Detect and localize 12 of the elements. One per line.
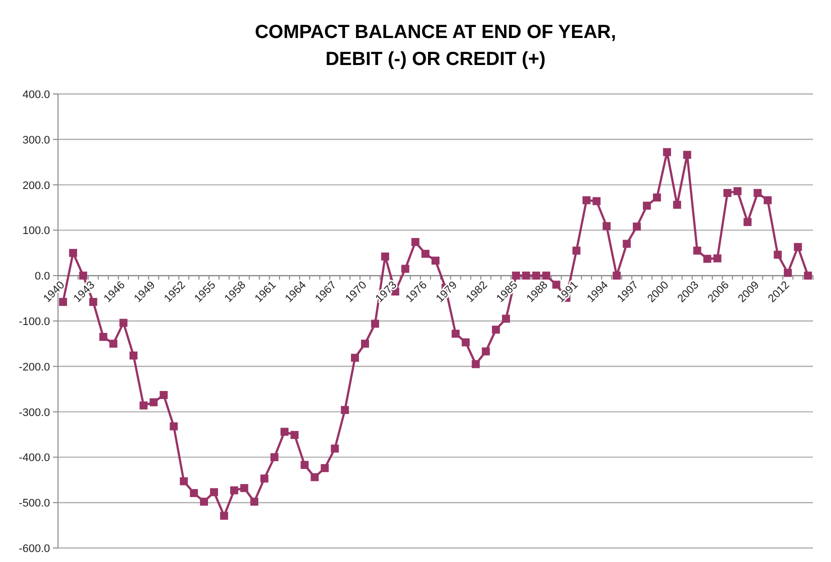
y-tick-label: -100.0 — [18, 316, 50, 328]
y-tick-label: -600.0 — [18, 543, 50, 555]
y-tick-label: 300.0 — [22, 134, 50, 146]
chart-title: COMPACT BALANCE AT END OF YEAR, DEBIT (-) OR CREDIT (+) — [254, 22, 616, 70]
y-tick-label: 100.0 — [22, 225, 50, 238]
y-tick-label: -500.0 — [18, 498, 50, 510]
y-tick-label: 200.0 — [22, 180, 50, 192]
y-tick-label: -300.0 — [18, 406, 50, 419]
y-tick-label: 400.0 — [22, 89, 50, 101]
y-tick-label: 0.0 — [34, 270, 50, 283]
y-tick-label: -400.0 — [18, 452, 50, 464]
y-tick-label: -200.0 — [18, 361, 50, 374]
